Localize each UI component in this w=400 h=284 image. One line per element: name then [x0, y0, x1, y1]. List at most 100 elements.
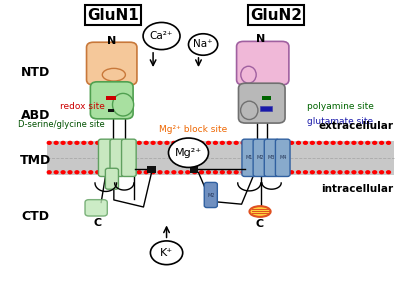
Circle shape [255, 171, 259, 174]
Circle shape [193, 171, 196, 174]
Text: glutamate site: glutamate site [307, 117, 373, 126]
Circle shape [359, 171, 363, 174]
FancyBboxPatch shape [110, 139, 125, 176]
Text: M2: M2 [207, 193, 214, 198]
Circle shape [317, 141, 321, 144]
Circle shape [366, 171, 370, 174]
Circle shape [116, 141, 120, 144]
Circle shape [276, 171, 280, 174]
Bar [190, 166, 198, 172]
Circle shape [137, 141, 141, 144]
Ellipse shape [250, 206, 271, 217]
Circle shape [110, 141, 114, 144]
Circle shape [75, 171, 79, 174]
Circle shape [310, 141, 314, 144]
Text: Ca²⁺: Ca²⁺ [150, 31, 173, 41]
Circle shape [296, 171, 300, 174]
Circle shape [380, 141, 384, 144]
Circle shape [193, 141, 196, 144]
Circle shape [290, 171, 294, 174]
Circle shape [200, 171, 204, 174]
Circle shape [310, 171, 314, 174]
Circle shape [82, 141, 86, 144]
FancyBboxPatch shape [238, 83, 285, 123]
Circle shape [387, 141, 390, 144]
Text: Mg²⁺ block site: Mg²⁺ block site [159, 125, 228, 134]
FancyBboxPatch shape [276, 139, 290, 176]
Circle shape [331, 171, 335, 174]
Circle shape [304, 171, 307, 174]
Circle shape [283, 171, 286, 174]
Ellipse shape [241, 101, 258, 120]
Circle shape [150, 241, 183, 265]
Circle shape [47, 171, 51, 174]
Circle shape [158, 171, 162, 174]
Circle shape [47, 141, 51, 144]
Circle shape [179, 141, 183, 144]
Circle shape [186, 141, 190, 144]
Circle shape [255, 141, 259, 144]
Circle shape [214, 141, 217, 144]
Circle shape [172, 171, 176, 174]
Circle shape [206, 141, 210, 144]
Circle shape [283, 141, 286, 144]
Circle shape [345, 171, 349, 174]
Circle shape [172, 141, 176, 144]
Circle shape [304, 141, 307, 144]
Circle shape [290, 141, 294, 144]
Circle shape [144, 141, 148, 144]
Circle shape [380, 171, 384, 174]
Circle shape [151, 141, 155, 144]
Text: extracellular: extracellular [318, 122, 394, 131]
Circle shape [54, 141, 58, 144]
Circle shape [373, 171, 377, 174]
Bar [147, 166, 156, 172]
Text: D-serine/glycine site: D-serine/glycine site [18, 120, 105, 129]
Circle shape [317, 171, 321, 174]
FancyBboxPatch shape [264, 139, 279, 176]
Circle shape [262, 171, 266, 174]
Text: Na⁺: Na⁺ [193, 39, 213, 49]
Circle shape [116, 171, 120, 174]
Circle shape [130, 141, 134, 144]
Text: M4: M4 [279, 155, 286, 160]
Ellipse shape [102, 68, 125, 81]
Circle shape [151, 171, 155, 174]
Text: M1: M1 [246, 155, 253, 160]
Circle shape [214, 171, 217, 174]
Circle shape [68, 141, 72, 144]
Bar [108, 109, 114, 112]
FancyBboxPatch shape [85, 200, 107, 216]
Circle shape [276, 141, 280, 144]
Circle shape [338, 141, 342, 144]
Text: N: N [107, 36, 116, 46]
Text: GluN2: GluN2 [250, 8, 302, 23]
Circle shape [359, 141, 363, 144]
Circle shape [366, 141, 370, 144]
Circle shape [54, 171, 58, 174]
FancyBboxPatch shape [236, 41, 289, 85]
Bar [106, 96, 116, 100]
FancyBboxPatch shape [86, 42, 137, 85]
Circle shape [61, 141, 65, 144]
Circle shape [352, 141, 356, 144]
Circle shape [345, 141, 349, 144]
Circle shape [227, 141, 231, 144]
FancyBboxPatch shape [204, 182, 217, 208]
Circle shape [206, 171, 210, 174]
Circle shape [188, 34, 218, 55]
Circle shape [165, 171, 169, 174]
Circle shape [61, 171, 65, 174]
Text: N: N [256, 34, 266, 45]
Text: M3: M3 [268, 155, 275, 160]
Text: redox site: redox site [60, 102, 105, 111]
Circle shape [89, 171, 93, 174]
Circle shape [234, 141, 238, 144]
Ellipse shape [241, 66, 256, 83]
Circle shape [248, 171, 252, 174]
Ellipse shape [112, 93, 134, 116]
Circle shape [373, 141, 377, 144]
Circle shape [248, 141, 252, 144]
Text: NTD: NTD [21, 66, 50, 79]
Circle shape [144, 171, 148, 174]
